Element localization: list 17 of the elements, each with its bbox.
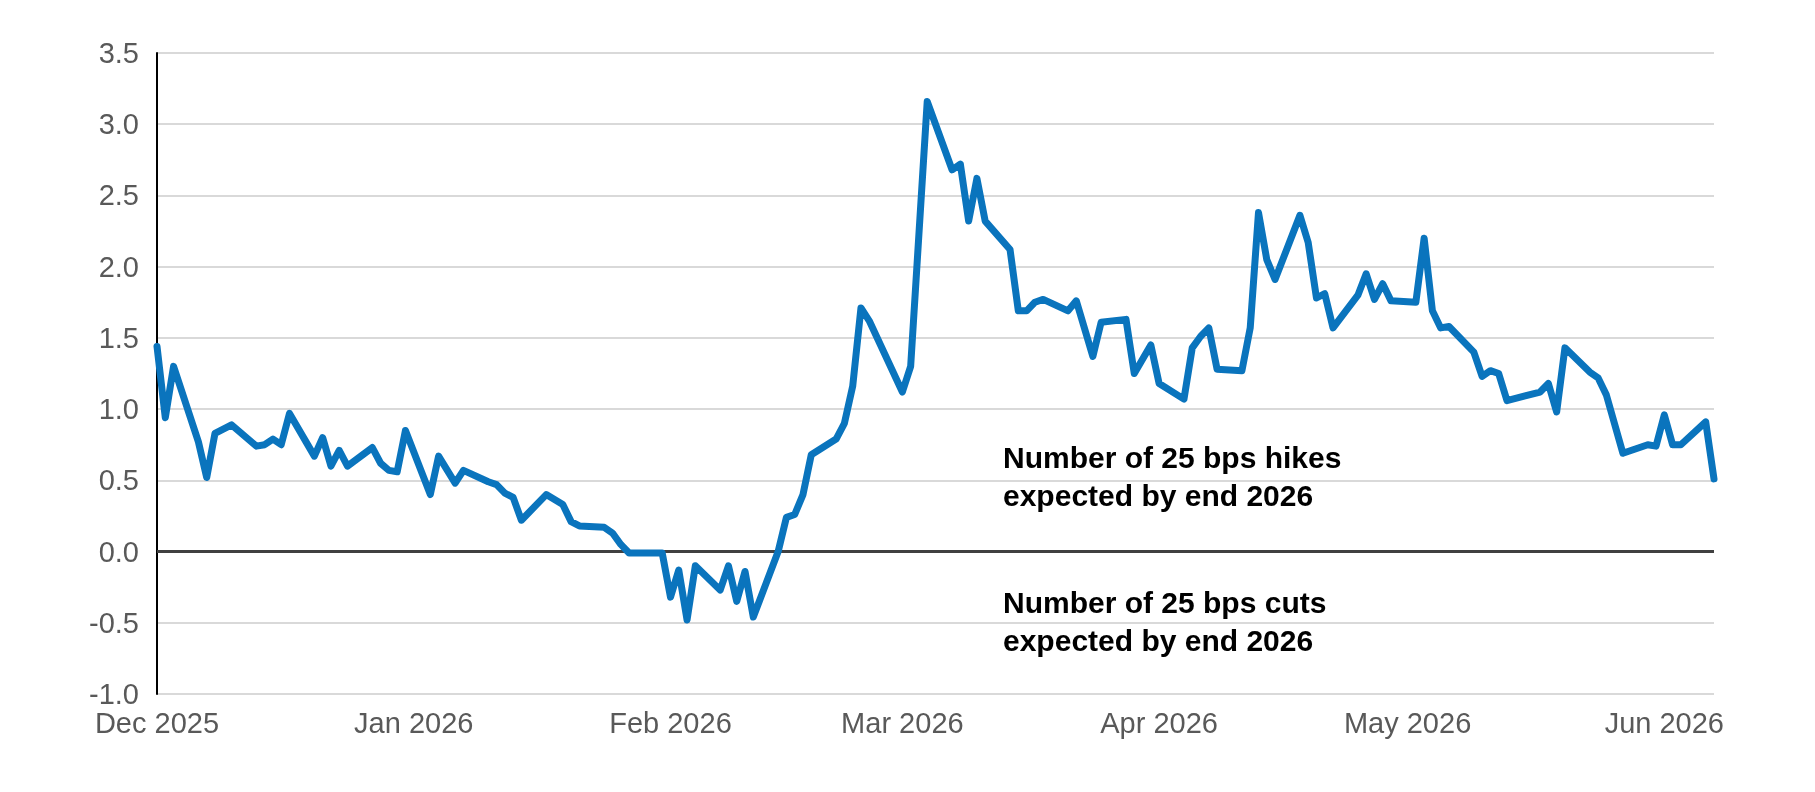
y-tick-label: 0.0 bbox=[98, 535, 139, 568]
x-tick-label: Feb 2026 bbox=[609, 706, 732, 739]
y-tick-label: 1.0 bbox=[98, 393, 139, 426]
y-tick-label: 2.5 bbox=[98, 179, 139, 212]
y-tick-label: 3.0 bbox=[98, 108, 139, 141]
y-tick-label: 1.5 bbox=[98, 321, 139, 354]
y-tick-label: 2.0 bbox=[98, 250, 139, 283]
x-tick-label: Jan 2026 bbox=[354, 706, 474, 739]
annotation: Number of 25 bps hikes expected by end 2026 bbox=[1003, 440, 1342, 512]
annotation: Number of 25 bps cuts expected by end 2026 bbox=[1003, 585, 1327, 657]
y-tick-label: 0.5 bbox=[98, 464, 139, 497]
x-tick-label: Apr 2026 bbox=[1100, 706, 1218, 739]
x-tick-label: May 2026 bbox=[1343, 706, 1472, 739]
y-tick-label: 3.5 bbox=[98, 37, 139, 69]
x-tick-label: Mar 2026 bbox=[841, 706, 964, 739]
y-tick-label: -0.5 bbox=[89, 606, 139, 639]
x-tick-label: Jun 2026 bbox=[1604, 706, 1724, 739]
